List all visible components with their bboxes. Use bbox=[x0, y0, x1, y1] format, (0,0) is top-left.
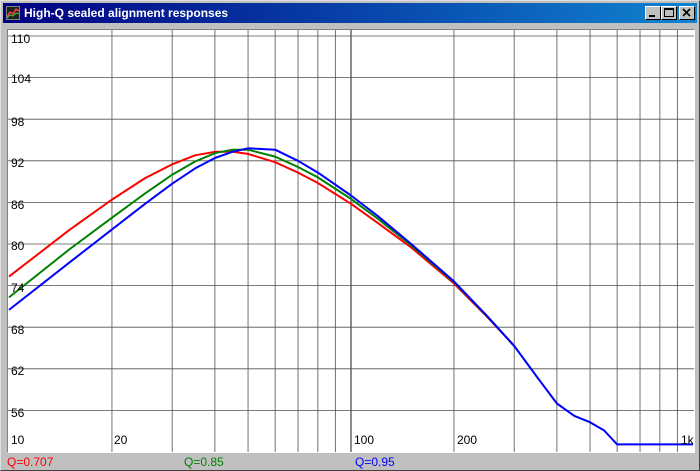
window-title: High-Q sealed alignment responses bbox=[24, 6, 229, 20]
plot-area: 110 104 98 92 86 80 74 68 62 56 10 20 10… bbox=[7, 29, 695, 453]
minimize-button[interactable] bbox=[645, 6, 661, 20]
x-tick-label: 1k bbox=[681, 433, 694, 447]
legend-q-095: Q=0.95 bbox=[355, 455, 395, 469]
response-chart bbox=[8, 30, 694, 452]
y-tick-label: 62 bbox=[11, 364, 25, 378]
graph-app-icon[interactable] bbox=[6, 6, 20, 20]
y-tick-label: 74 bbox=[11, 281, 25, 295]
x-tick-label: 200 bbox=[457, 433, 478, 447]
x-tick-label: 10 bbox=[11, 433, 25, 447]
series-line-2 bbox=[8, 147, 693, 446]
minimize-icon bbox=[649, 15, 655, 17]
y-tick-label: 98 bbox=[11, 115, 25, 129]
y-tick-label: 80 bbox=[11, 239, 25, 253]
series-line-1 bbox=[8, 148, 515, 347]
y-tick-label: 110 bbox=[11, 32, 31, 46]
series-line-0 bbox=[8, 150, 515, 347]
x-tick-label: 20 bbox=[114, 433, 128, 447]
y-tick-label: 92 bbox=[11, 156, 25, 170]
title-bar[interactable]: High-Q sealed alignment responses bbox=[3, 3, 697, 23]
maximize-icon bbox=[664, 8, 674, 17]
y-tick-label: 56 bbox=[11, 406, 25, 420]
y-tick-label: 104 bbox=[11, 72, 32, 86]
close-button[interactable] bbox=[679, 6, 695, 20]
legend-q-0707: Q=0.707 bbox=[7, 455, 54, 469]
x-tick-label: 100 bbox=[354, 433, 375, 447]
y-tick-label: 68 bbox=[11, 323, 25, 337]
y-tick-label: 86 bbox=[11, 198, 25, 212]
close-icon bbox=[682, 8, 691, 17]
legend-q-085: Q=0.85 bbox=[184, 455, 224, 469]
maximize-button[interactable] bbox=[661, 6, 677, 20]
